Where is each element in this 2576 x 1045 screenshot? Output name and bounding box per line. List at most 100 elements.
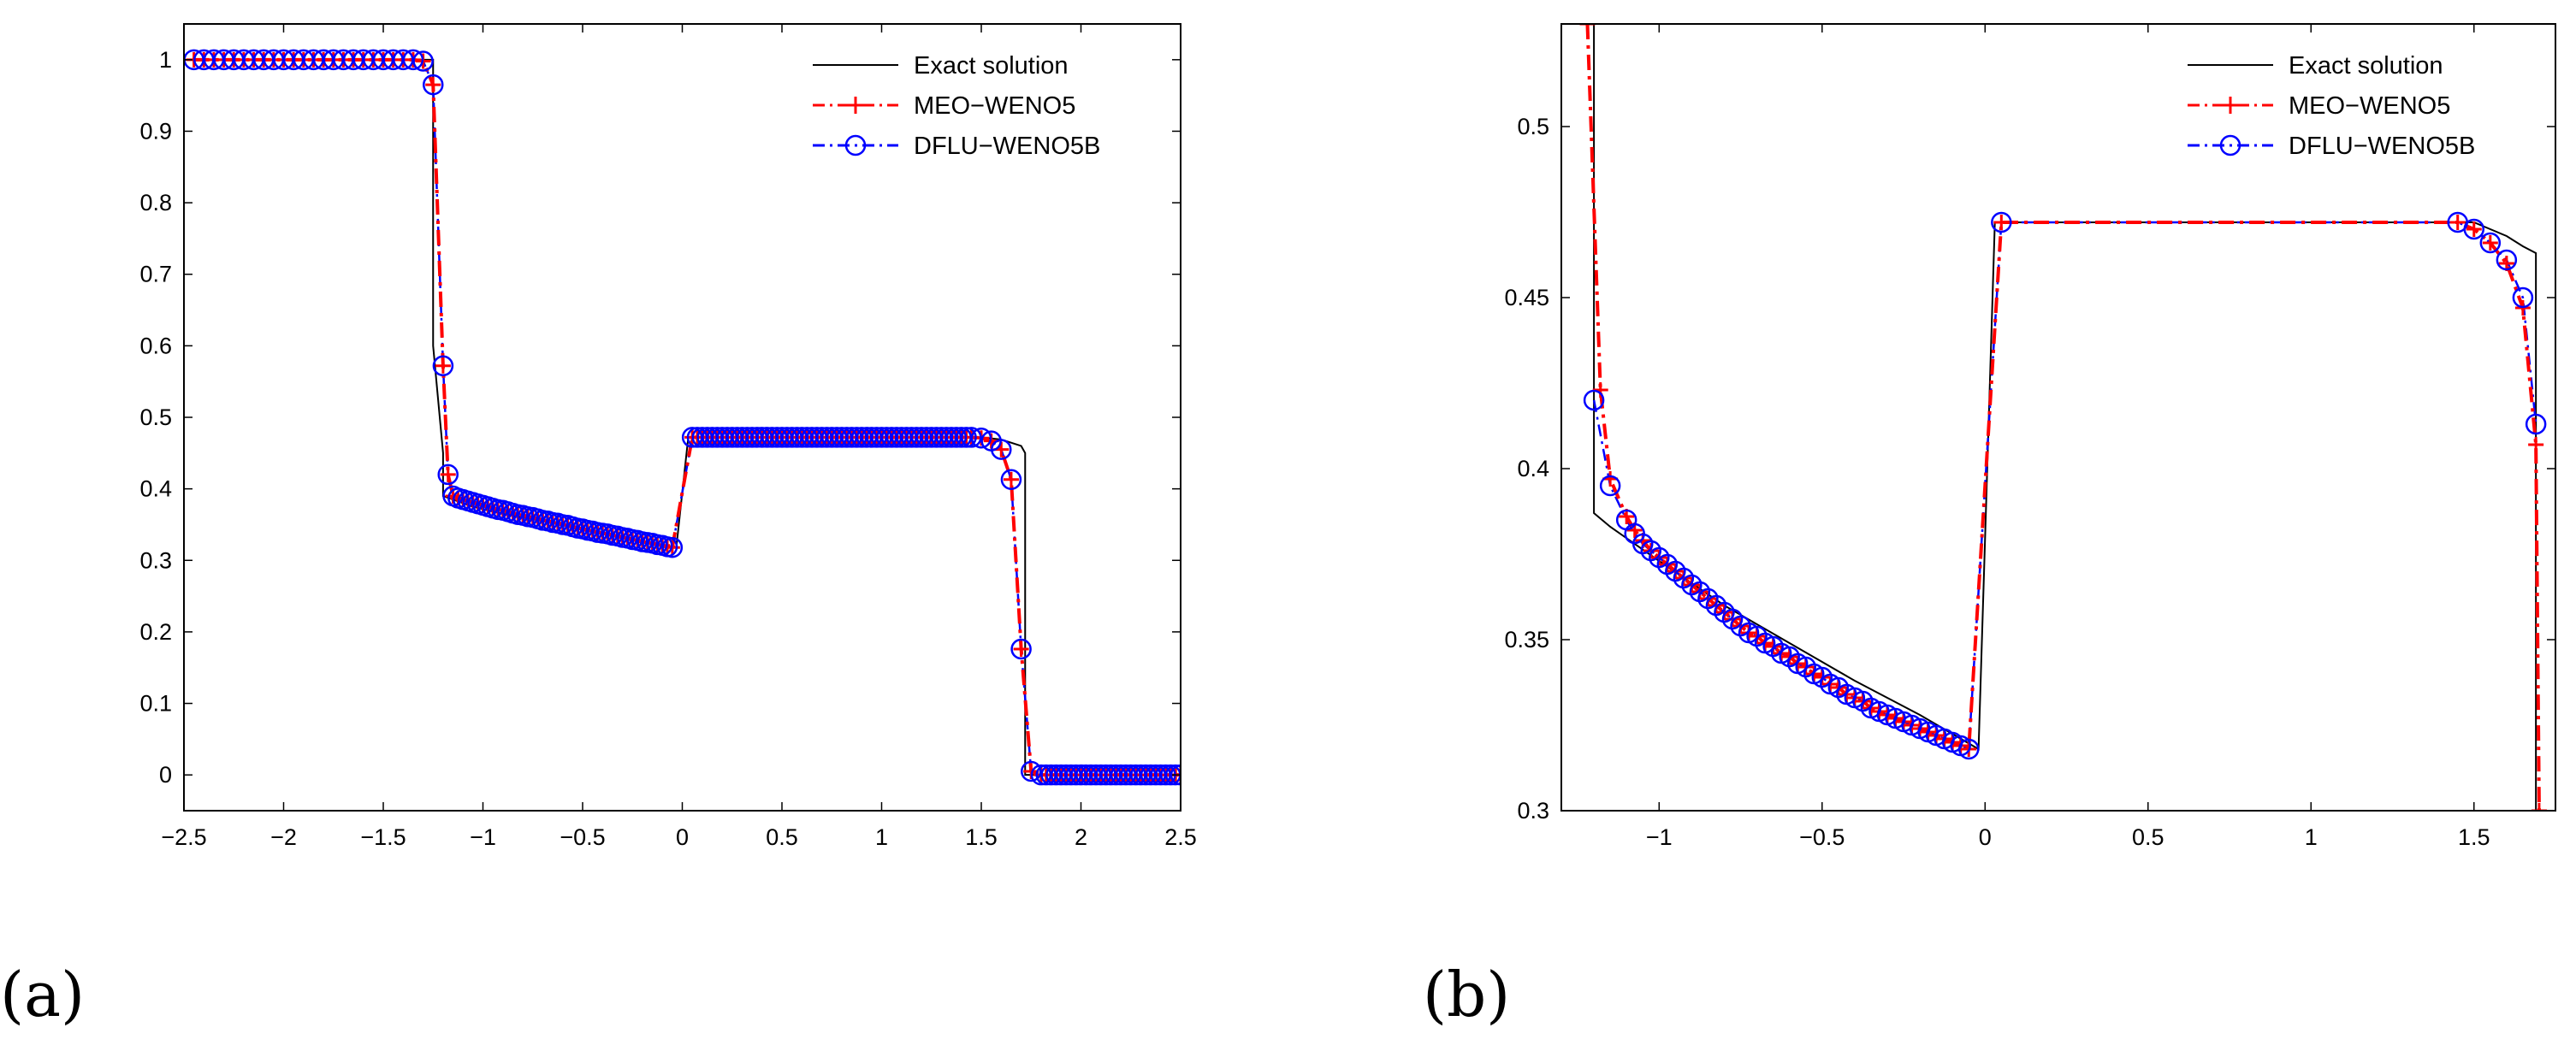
dflu-weno5b-point <box>915 427 938 448</box>
dflu-weno5b-point <box>382 49 404 71</box>
dflu-weno5b-point <box>736 427 758 448</box>
dflu-weno5b-point <box>950 427 972 448</box>
dflu-weno5b-point <box>312 49 335 71</box>
dflu-weno5b-point <box>1105 764 1127 786</box>
dflu-weno5b-point <box>1080 764 1102 786</box>
meo-weno5-point <box>1700 591 1716 606</box>
meo-weno5-point <box>1659 557 1675 572</box>
dflu-weno5b-point <box>1065 764 1087 786</box>
dflu-weno5b-point <box>1075 764 1097 786</box>
ticks-a: −2.5 −2 −1.5 −1 −0.5 0 0.5 1 1.5 2 2.5 0 0.1 0.2 0.3 0.… <box>139 24 1197 850</box>
dflu-weno5b-point <box>1095 764 1116 786</box>
panel-a: −2.5 −2 −1.5 −1 −0.5 0 0.5 1 1.5 2 2.5 0 0.1 0.2 0.3 0.… <box>0 23 1197 1030</box>
dflu-weno5b-point <box>1599 475 1621 497</box>
x-tick-label: 0.5 <box>2132 824 2164 850</box>
x-tick-label: −2 <box>270 824 297 850</box>
dflu-weno5b-point <box>726 427 748 448</box>
dflu-weno5b-point <box>293 49 315 71</box>
dflu-weno5b-point <box>766 427 788 448</box>
dflu-weno5b-point <box>1134 764 1157 786</box>
dflu-weno5b-point <box>751 427 773 448</box>
dflu-weno5b-point <box>2479 232 2502 254</box>
dflu-weno5b-point <box>1145 764 1167 786</box>
dflu-weno5b-point <box>1090 764 1112 786</box>
dflu-weno5b-point <box>861 427 883 448</box>
legend-b: Exact solution MEO−WENO5 DFLU−WENO5B <box>2188 52 2475 160</box>
dflu-weno5b-point <box>940 427 962 448</box>
x-tick-label: 1 <box>875 824 888 850</box>
dflu-weno5b-point <box>437 463 459 486</box>
meo-weno5-point <box>1691 584 1708 599</box>
dflu-weno5b-point <box>1010 638 1032 660</box>
y-tick-label: 1 <box>159 47 172 73</box>
dflu-weno5b-point <box>836 427 857 448</box>
dflu-weno5b-point <box>412 50 434 72</box>
x-tick-label: 1.5 <box>965 824 998 850</box>
meo-weno5-point <box>425 77 441 93</box>
x-tick-label: 0 <box>676 824 689 850</box>
dflu-weno5b-point <box>931 427 952 448</box>
dflu-weno5b-point <box>233 49 255 71</box>
dflu-weno5b-point <box>193 49 215 71</box>
dflu-weno5b-point <box>661 536 684 558</box>
legend-label: MEO−WENO5 <box>914 92 1075 120</box>
y-tick-label: 0.5 <box>139 404 172 430</box>
dflu-weno5b-point <box>2525 413 2547 435</box>
dflu-weno5b-point <box>707 427 728 448</box>
dflu-weno5b-point <box>1021 760 1042 782</box>
legend-marker-plus <box>2222 97 2239 114</box>
legend-marker-circle <box>844 134 867 156</box>
dflu-weno5b-point <box>1060 764 1082 786</box>
dflu-weno5b-point <box>741 427 763 448</box>
dflu-weno5b-point <box>816 427 838 448</box>
y-tick-label: 0.4 <box>1517 456 1549 481</box>
dflu-weno5b-point <box>786 427 808 448</box>
dflu-weno5b-point <box>791 427 813 448</box>
dflu-weno5b-point <box>1110 764 1132 786</box>
panel-label-b: (b) <box>1423 959 1510 1030</box>
legend-label: DFLU−WENO5B <box>2289 133 2475 160</box>
dflu-weno5b-point <box>2512 286 2534 309</box>
x-tick-label: 2 <box>1075 824 1087 850</box>
dflu-weno5b-point <box>776 427 798 448</box>
dflu-weno5b-point <box>926 427 947 448</box>
x-tick-label: 0 <box>1979 824 1992 850</box>
dflu-weno5b-point <box>243 49 264 71</box>
dflu-weno5b-point <box>432 355 454 377</box>
dflu-weno5b-point <box>850 427 873 448</box>
dflu-weno5b-point <box>796 427 818 448</box>
meo-weno5-point <box>2531 803 2547 811</box>
dflu-weno5b-point <box>711 427 733 448</box>
y-tick-label: 0.3 <box>139 547 172 573</box>
meo-weno5-point <box>1708 598 1724 613</box>
dflu-weno5b-point <box>2463 218 2485 240</box>
dflu-weno5b-point <box>702 427 723 448</box>
meo-weno5-point <box>2528 437 2544 452</box>
dflu-weno5b-point <box>756 427 778 448</box>
dflu-weno5b-point <box>841 427 862 448</box>
x-tick-label: −1 <box>1646 824 1673 850</box>
y-tick-label: 0.35 <box>1504 627 1549 652</box>
dflu-weno5b-point <box>716 427 738 448</box>
dflu-weno5b-point <box>871 427 892 448</box>
dflu-weno5b-point <box>1140 764 1162 786</box>
meo-weno5-point <box>2466 221 2482 237</box>
dflu-weno5b-point <box>961 427 982 448</box>
meo-weno5-point <box>435 357 451 374</box>
dflu-weno5b-point <box>1045 764 1067 786</box>
dflu-weno5b-point <box>1150 764 1171 786</box>
dflu-weno5b-point <box>1085 764 1107 786</box>
legend-label: Exact solution <box>2289 52 2443 80</box>
dflu-weno5b-point <box>686 427 708 448</box>
dflu-weno5b-point <box>681 427 703 448</box>
meo-weno5-point <box>1993 215 2010 230</box>
dflu-weno5b-point <box>223 49 245 71</box>
x-tick-label: −1.5 <box>360 824 406 850</box>
y-tick-label: 0 <box>159 762 172 788</box>
meo-weno5-point <box>1667 564 1684 579</box>
x-tick-label: 0.5 <box>766 824 798 850</box>
meo-weno5-point <box>1651 550 1667 565</box>
dflu-weno5b-point <box>821 427 843 448</box>
dflu-weno5b-point <box>1070 764 1092 786</box>
